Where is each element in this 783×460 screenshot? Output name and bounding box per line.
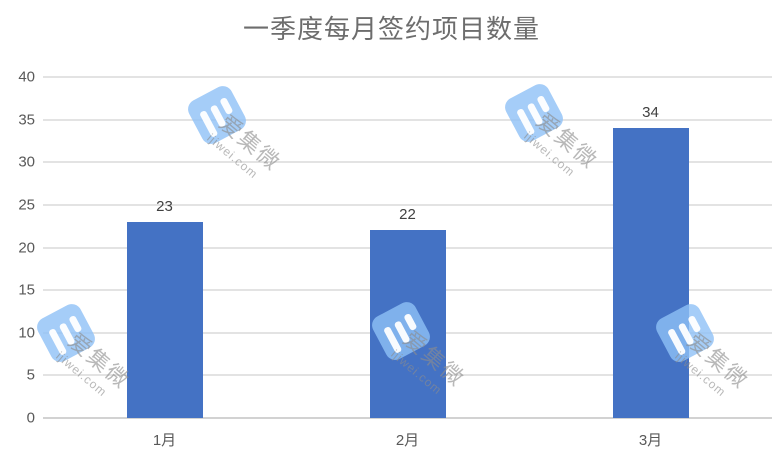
- y-axis-tick-label: 25: [18, 196, 35, 214]
- watermark-text: 爱集微 ijiwei.com: [521, 108, 602, 187]
- bar-1月: [126, 221, 203, 418]
- y-axis-tick-label: 35: [18, 111, 35, 129]
- y-axis-tick-label: 20: [18, 239, 35, 256]
- bar-3月: [612, 128, 689, 418]
- data-label-3月: 34: [642, 104, 659, 122]
- watermark-cn: 爱集微: [63, 328, 135, 394]
- chart-title: 一季度每月签约项目数量: [242, 14, 540, 44]
- watermark-en: ijiwei.com: [521, 128, 578, 180]
- y-axis-tick-label: 40: [18, 68, 35, 86]
- x-axis-label-1月: 1月: [152, 432, 177, 449]
- watermark-text: 爱集微 ijiwei.com: [53, 328, 135, 407]
- data-label-2月: 22: [399, 206, 416, 224]
- gridline-y40: [43, 76, 772, 78]
- gridline-y25: [43, 203, 772, 206]
- ijiwei-logo-icon: [184, 82, 250, 148]
- y-axis-tick-label: 10: [18, 324, 35, 342]
- bar-2月: [369, 230, 446, 418]
- y-axis-tick-label: 15: [18, 281, 35, 299]
- x-axis-line: [43, 417, 772, 419]
- x-axis-label-2月: 2月: [395, 432, 420, 449]
- ijiwei-logo-icon: [501, 80, 567, 146]
- data-label-1月: 23: [156, 197, 173, 215]
- y-axis-tick-label: 5: [26, 366, 35, 384]
- watermark-cn: 爱集微: [682, 328, 754, 394]
- gridline-y35: [43, 118, 772, 121]
- watermark-text: 爱集微 ijiwei.com: [204, 110, 285, 189]
- watermark: 爱集微 ijiwei.com: [184, 82, 325, 201]
- y-axis-tick-label: 0: [26, 409, 35, 427]
- watermark-en: ijiwei.com: [204, 130, 261, 182]
- y-axis-tick-label: 30: [18, 153, 35, 171]
- gridline-y30: [43, 161, 772, 164]
- x-axis-label-3月: 3月: [638, 432, 663, 449]
